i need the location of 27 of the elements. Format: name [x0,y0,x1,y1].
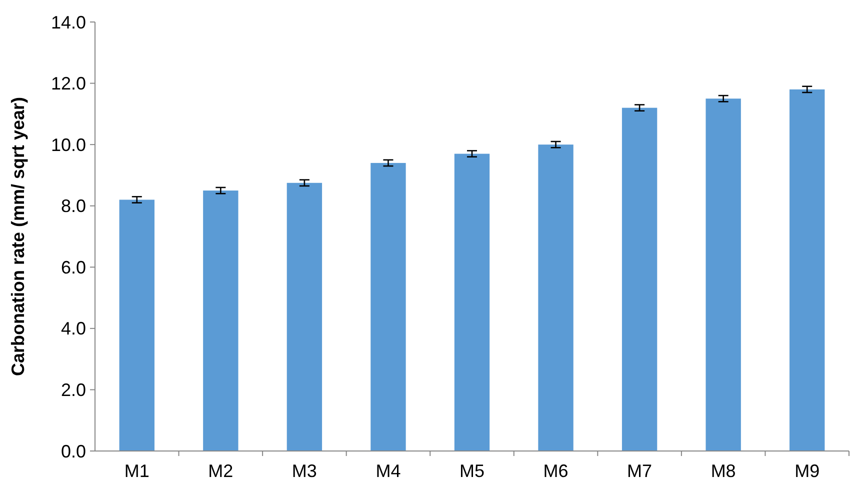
x-tick-label: M9 [794,461,820,481]
bar [370,162,406,451]
y-tick-label: 8.0 [60,196,86,216]
x-tick-label: M8 [710,461,736,481]
y-tick-label: 12.0 [50,74,86,94]
x-tick-label: M7 [627,461,652,481]
y-tick-label: 14.0 [50,12,86,32]
y-tick-label: 2.0 [60,380,86,400]
x-tick-label: M6 [543,461,568,481]
bar [203,190,238,451]
y-tick-label: 4.0 [60,318,86,339]
bar [538,144,574,451]
x-tick-label: M4 [376,461,401,481]
y-tick-label: 10.0 [50,134,86,155]
x-tick-label: M5 [459,461,485,481]
bar [286,182,322,451]
bar [454,154,490,451]
x-tick-label: M3 [292,461,317,481]
bar [622,108,658,451]
bar [706,98,741,451]
x-tick-label: M2 [208,461,234,481]
y-axis-title: Carbonation rate (mm/ sqrt year) [8,96,28,376]
y-tick-label: 0.0 [60,441,86,462]
bar [119,200,154,451]
x-tick-label: M1 [124,461,150,481]
y-tick-label: 6.0 [60,257,86,278]
bar [790,89,825,451]
